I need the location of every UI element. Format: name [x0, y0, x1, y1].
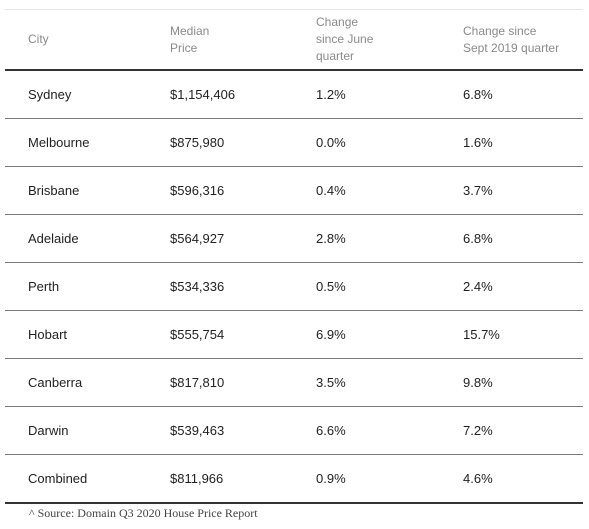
cell-median-price: $539,463	[147, 406, 293, 455]
cell-change-june: 0.0%	[293, 118, 440, 167]
cell-city: Perth	[5, 262, 147, 311]
header-row: City Median Price Change since June quar…	[5, 10, 583, 71]
header-median-price-line: Median	[170, 23, 210, 38]
header-city-line: City	[28, 32, 49, 46]
cell-city: Melbourne	[5, 118, 147, 167]
cell-change-june: 6.6%	[293, 406, 440, 455]
cell-change-sept: 4.6%	[440, 454, 583, 504]
header-change-june: Change since June quarter	[293, 10, 440, 71]
cell-median-price: $596,316	[147, 166, 293, 215]
cell-change-june: 0.5%	[293, 262, 440, 311]
cell-median-price: $564,927	[147, 214, 293, 263]
cell-city: Sydney	[5, 70, 147, 119]
cell-change-sept: 9.8%	[440, 358, 583, 407]
header-median-price-line: Price	[170, 40, 198, 55]
cell-city: Brisbane	[5, 166, 147, 215]
header-change-june-line: since June	[316, 32, 374, 46]
cell-change-june: 0.4%	[293, 166, 440, 215]
table-row: Combined $811,966 0.9% 4.6%	[5, 454, 583, 504]
header-city: City	[5, 10, 147, 71]
header-change-june-line: Change	[316, 15, 359, 29]
cell-change-sept: 6.8%	[440, 214, 583, 263]
cell-city: Adelaide	[5, 214, 147, 263]
cell-change-june: 1.2%	[293, 70, 440, 119]
header-change-sept-line: Sept 2019 quarter	[463, 40, 560, 55]
source-footnote: ^ Source: Domain Q3 2020 House Price Rep…	[29, 506, 258, 520]
cell-median-price: $1,154,406	[147, 70, 293, 119]
table-row: Sydney $1,154,406 1.2% 6.8%	[5, 70, 583, 119]
cell-median-price: $534,336	[147, 262, 293, 311]
table-row: Brisbane $596,316 0.4% 3.7%	[5, 166, 583, 215]
cell-change-sept: 15.7%	[440, 310, 583, 359]
cell-median-price: $555,754	[147, 310, 293, 359]
cell-change-sept: 3.7%	[440, 166, 583, 215]
cell-change-sept: 1.6%	[440, 118, 583, 167]
cell-city: Hobart	[5, 310, 147, 359]
cell-change-sept: 6.8%	[440, 70, 583, 119]
house-price-table: City Median Price Change since June quar…	[5, 10, 583, 504]
table-row: Canberra $817,810 3.5% 9.8%	[5, 358, 583, 407]
cell-city: Canberra	[5, 358, 147, 407]
cell-change-june: 6.9%	[293, 310, 440, 359]
header-change-june-line: quarter	[316, 49, 355, 63]
table-header: City Median Price Change since June quar…	[5, 10, 583, 71]
cell-change-sept: 7.2%	[440, 406, 583, 455]
cell-median-price: $817,810	[147, 358, 293, 407]
table-row: Melbourne $875,980 0.0% 1.6%	[5, 118, 583, 167]
table-top-divider	[5, 9, 583, 10]
table-row: Perth $534,336 0.5% 2.4%	[5, 262, 583, 311]
cell-median-price: $811,966	[147, 454, 293, 504]
header-change-sept: Change since Sept 2019 quarter	[440, 10, 583, 71]
cell-change-june: 3.5%	[293, 358, 440, 407]
table-body: Sydney $1,154,406 1.2% 6.8% Melbourne $8…	[5, 70, 583, 504]
cell-change-june: 0.9%	[293, 454, 440, 504]
cell-city: Combined	[5, 454, 147, 504]
cell-change-sept: 2.4%	[440, 262, 583, 311]
cell-median-price: $875,980	[147, 118, 293, 167]
header-median-price: Median Price	[147, 10, 293, 71]
table-row: Adelaide $564,927 2.8% 6.8%	[5, 214, 583, 263]
house-price-table-container: City Median Price Change since June quar…	[5, 9, 583, 504]
cell-change-june: 2.8%	[293, 214, 440, 263]
table-row: Darwin $539,463 6.6% 7.2%	[5, 406, 583, 455]
cell-city: Darwin	[5, 406, 147, 455]
table-row: Hobart $555,754 6.9% 15.7%	[5, 310, 583, 359]
header-change-sept-line: Change since	[463, 23, 537, 38]
